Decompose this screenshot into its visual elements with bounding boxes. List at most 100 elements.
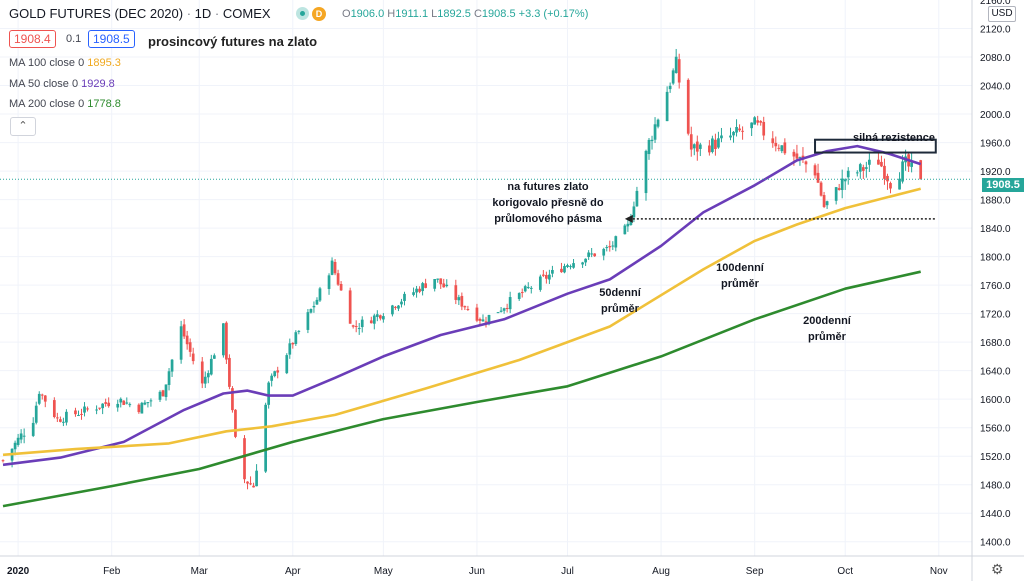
candle-body: [484, 321, 488, 323]
candle-body: [526, 286, 530, 288]
candle-body: [460, 295, 464, 307]
candle-body: [834, 187, 838, 201]
candle-body: [421, 283, 424, 292]
candle-body: [412, 292, 415, 295]
candle-body: [209, 358, 213, 375]
y-tick-label: 1720.0: [980, 310, 1011, 321]
y-tick-label: 2040.0: [980, 82, 1011, 93]
candles: [1, 48, 923, 490]
symbol-title[interactable]: GOLD FUTURES (DEC 2020) · 1D · COMEX: [9, 6, 271, 21]
close-label: C: [473, 8, 482, 20]
candle-body: [246, 481, 249, 484]
candle-body: [671, 70, 675, 84]
candle-body: [264, 404, 267, 472]
candle-body: [200, 361, 204, 384]
candle-body: [418, 288, 421, 292]
market-status-icon: [296, 7, 309, 20]
candle-body: [771, 138, 775, 144]
time-axis[interactable]: 2020 Feb Mar Apr May Jun Jul Aug Sep Oct Nov: [0, 555, 1024, 577]
candle-body: [783, 142, 787, 154]
y-tick-label: 1920.0: [980, 167, 1011, 178]
candle-body: [327, 275, 331, 289]
candle-body: [188, 342, 192, 352]
ma100-legend[interactable]: MA 100 close 0 1895.3: [9, 57, 121, 69]
candle-body: [403, 293, 406, 301]
candle-body: [59, 419, 62, 422]
candle-body: [883, 165, 886, 179]
ma50-legend[interactable]: MA 50 close 0 1929.8: [9, 78, 115, 90]
candle-body: [143, 402, 147, 405]
y-tick-label: 1640.0: [980, 367, 1011, 378]
candle-body: [306, 312, 310, 330]
candle-body: [780, 145, 784, 152]
candle-body: [717, 138, 720, 148]
candle-body: [523, 286, 527, 292]
candle-body: [318, 288, 322, 301]
candle-body: [877, 159, 880, 165]
candle-body: [686, 79, 690, 134]
candle-body: [517, 293, 521, 299]
candle-body: [65, 411, 68, 423]
candle-body: [243, 438, 246, 480]
buy-button[interactable]: 1908.5: [88, 30, 135, 48]
candle-body: [656, 119, 660, 127]
candle-body: [753, 117, 757, 125]
candle-body: [400, 301, 403, 305]
candle-body: [394, 306, 397, 308]
candle-body: [125, 402, 129, 404]
candle-body: [650, 139, 654, 142]
candle-body: [77, 415, 80, 417]
candle-body: [487, 314, 491, 325]
y-tick-label: 1400.0: [980, 538, 1011, 549]
candle-body: [436, 278, 440, 280]
candle-body: [689, 134, 693, 150]
y-tick-label: 1880.0: [980, 196, 1011, 207]
candle-body: [276, 370, 280, 373]
currency-label[interactable]: USD: [988, 6, 1016, 22]
ma200-name: MA 200 close 0: [9, 98, 85, 110]
x-tick-label: 2020: [7, 566, 30, 577]
candle-body: [101, 403, 104, 409]
sell-button[interactable]: 1908.4: [9, 30, 56, 48]
candle-body: [463, 306, 467, 308]
delayed-data-badge[interactable]: D: [312, 7, 326, 21]
candle-body: [74, 410, 77, 415]
candle-body: [708, 145, 711, 153]
candle-body: [777, 147, 781, 149]
x-tick-label: Jul: [561, 566, 574, 577]
y-tick-label: 1840.0: [980, 224, 1011, 235]
candle-body: [454, 285, 458, 300]
candle-body: [475, 307, 479, 321]
candle-body: [499, 310, 503, 312]
open-value: 1906.0: [350, 8, 385, 20]
candle-body: [415, 288, 418, 293]
collapse-legend-button[interactable]: ⌃: [10, 117, 36, 136]
candle-body: [249, 483, 252, 485]
candle-body: [267, 382, 271, 405]
candle-body: [729, 135, 732, 138]
candle-body: [34, 405, 38, 423]
candle-body: [333, 261, 337, 274]
futures-note-line1: na futures zlato: [507, 181, 589, 193]
ma200-label-line1: 200denní: [803, 315, 852, 327]
candle-body: [297, 330, 301, 332]
candle-body: [391, 305, 394, 315]
candle-body: [590, 253, 594, 255]
settings-gear-icon[interactable]: ⚙: [991, 561, 1004, 577]
candle-body: [149, 400, 153, 402]
y-tick-label: 1560.0: [980, 424, 1011, 435]
candle-body: [185, 335, 189, 345]
price-axis[interactable]: 1400.0 1440.0 1480.0 1520.0 1560.0 1600.0 1640…: [971, 0, 1011, 581]
ma200-legend[interactable]: MA 200 close 0 1778.8: [9, 98, 121, 110]
resistance-box: [814, 138, 937, 154]
candle-body: [466, 308, 470, 310]
y-tick-label: 2080.0: [980, 53, 1011, 64]
candle-body: [161, 390, 165, 397]
candle-body: [572, 263, 575, 268]
candle-body: [551, 269, 554, 274]
ma50-name: MA 50 close 0: [9, 78, 79, 90]
candle-body: [732, 131, 735, 136]
candle-body: [508, 297, 512, 310]
y-tick-label: 1680.0: [980, 338, 1011, 349]
